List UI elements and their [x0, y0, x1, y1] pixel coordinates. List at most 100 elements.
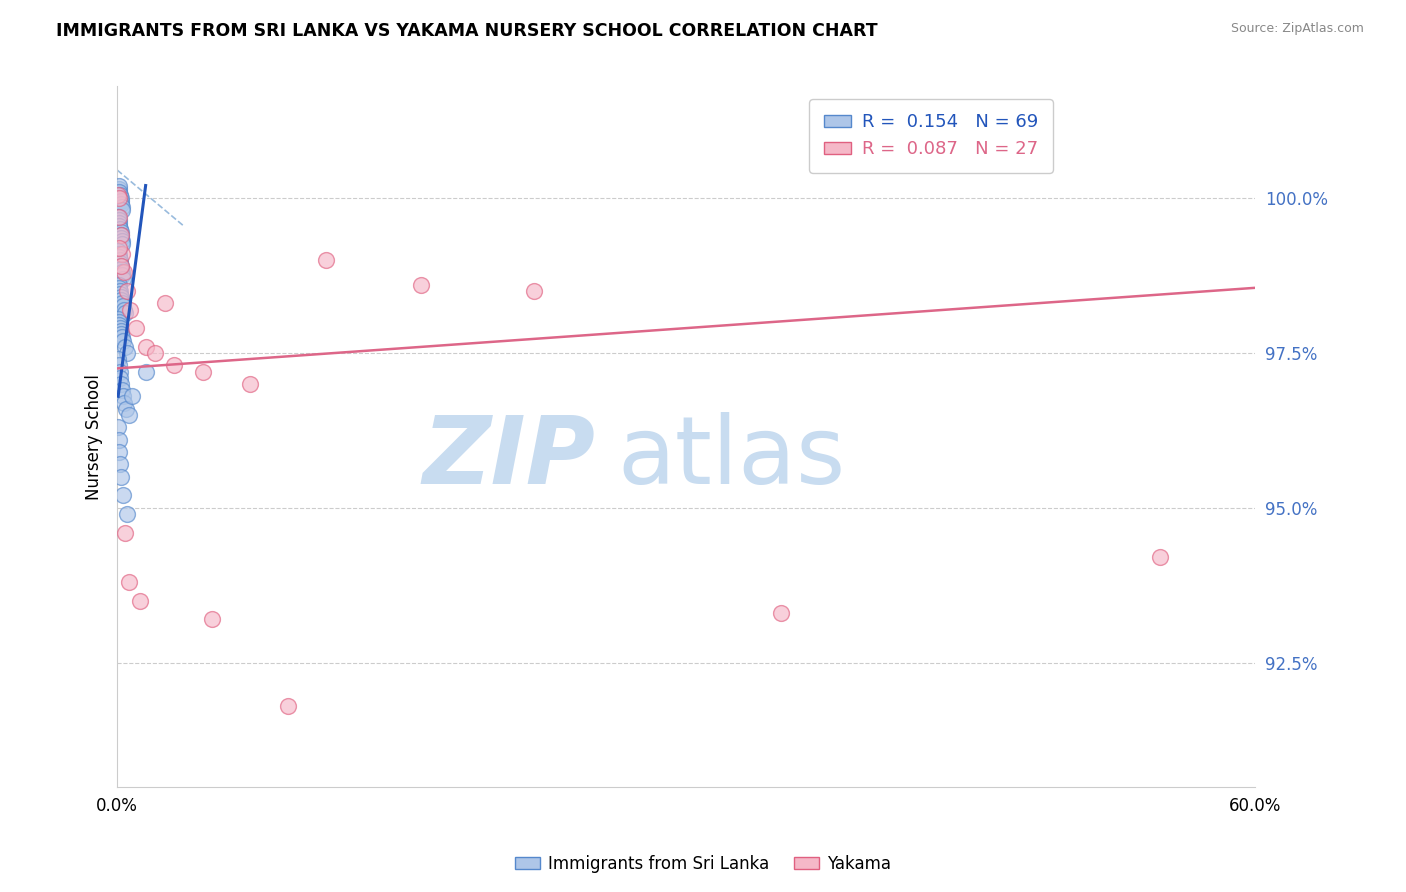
Point [117, 575, 139, 590]
Point [108, 246, 131, 260]
Point [110, 470, 132, 484]
Point [108, 210, 131, 224]
Point [108, 219, 131, 233]
Point [409, 277, 432, 292]
Point [111, 330, 134, 344]
Point [111, 237, 134, 252]
Point [135, 364, 157, 378]
Point [107, 191, 129, 205]
Point [108, 364, 131, 378]
Point [107, 212, 129, 227]
Point [125, 321, 148, 335]
Point [108, 252, 131, 267]
Text: Source: ZipAtlas.com: Source: ZipAtlas.com [1230, 22, 1364, 36]
Point [110, 228, 132, 243]
Point [107, 315, 129, 329]
Point [769, 607, 792, 621]
Point [315, 252, 337, 267]
Point [115, 507, 138, 521]
Point [111, 296, 134, 310]
Point [117, 408, 139, 422]
Point [110, 225, 132, 239]
Point [111, 203, 134, 218]
Point [120, 302, 142, 317]
Point [110, 287, 132, 301]
Point [115, 401, 138, 416]
Point [110, 370, 132, 384]
Point [111, 488, 134, 502]
Point [107, 352, 129, 367]
Point [108, 458, 131, 472]
Point [108, 359, 131, 373]
Point [108, 281, 131, 295]
Point [108, 321, 131, 335]
Point [111, 235, 134, 249]
Legend: R =  0.154   N = 69, R =  0.087   N = 27: R = 0.154 N = 69, R = 0.087 N = 27 [810, 99, 1053, 173]
Point [108, 445, 131, 459]
Point [1149, 550, 1171, 565]
Point [111, 383, 134, 397]
Point [111, 265, 134, 279]
Point [110, 259, 132, 273]
Point [112, 334, 135, 348]
Text: atlas: atlas [617, 411, 846, 504]
Point [107, 244, 129, 258]
Point [277, 699, 299, 714]
Point [107, 311, 129, 326]
Point [108, 222, 131, 236]
Point [111, 389, 134, 403]
Point [110, 327, 132, 342]
Point [239, 376, 262, 391]
Point [107, 420, 129, 434]
Point [110, 324, 132, 338]
Point [110, 228, 132, 243]
Point [110, 191, 132, 205]
Point [135, 340, 157, 354]
Point [153, 296, 176, 310]
Point [110, 290, 132, 304]
Point [191, 364, 214, 378]
Point [110, 197, 132, 211]
Point [112, 302, 135, 317]
Point [107, 277, 129, 292]
Point [110, 293, 132, 308]
Point [107, 210, 129, 224]
Y-axis label: Nursery School: Nursery School [86, 374, 103, 500]
Point [111, 246, 134, 260]
Text: IMMIGRANTS FROM SRI LANKA VS YAKAMA NURSERY SCHOOL CORRELATION CHART: IMMIGRANTS FROM SRI LANKA VS YAKAMA NURS… [56, 22, 877, 40]
Point [523, 284, 546, 298]
Point [112, 395, 135, 409]
Point [108, 250, 131, 264]
Point [108, 241, 131, 255]
Point [115, 346, 138, 360]
Point [110, 256, 132, 270]
Point [110, 231, 132, 245]
Point [107, 181, 129, 195]
Point [108, 216, 131, 230]
Point [110, 194, 132, 208]
Point [115, 284, 138, 298]
Point [111, 268, 134, 283]
Point [114, 305, 136, 319]
Point [163, 359, 186, 373]
Text: ZIP: ZIP [422, 411, 595, 504]
Point [121, 389, 143, 403]
Point [111, 271, 134, 285]
Point [111, 200, 134, 214]
Point [110, 259, 132, 273]
Point [107, 187, 129, 202]
Point [108, 318, 131, 332]
Point [143, 346, 166, 360]
Point [108, 284, 131, 298]
Point [108, 187, 131, 202]
Point [107, 433, 129, 447]
Point [129, 594, 152, 608]
Point [112, 265, 135, 279]
Point [114, 525, 136, 540]
Point [111, 300, 134, 314]
Point [107, 185, 129, 199]
Point [201, 612, 224, 626]
Point [110, 262, 132, 277]
Point [110, 376, 132, 391]
Legend: Immigrants from Sri Lanka, Yakama: Immigrants from Sri Lanka, Yakama [508, 848, 898, 880]
